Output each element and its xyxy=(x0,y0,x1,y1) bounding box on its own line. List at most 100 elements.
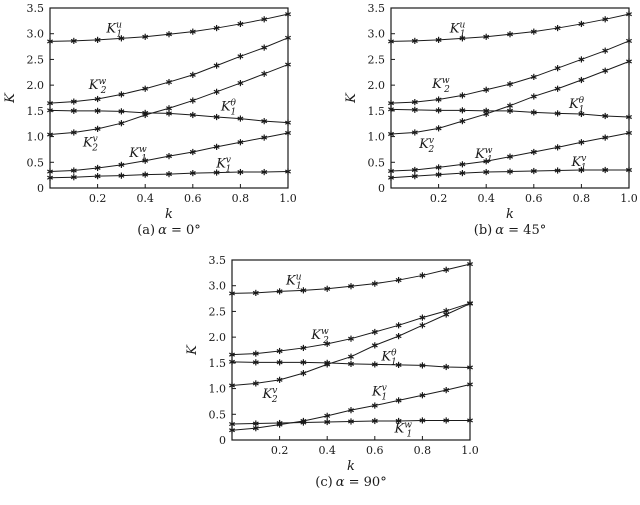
asterisk-marker-icon xyxy=(276,420,283,426)
x-tick-label: 0.2 xyxy=(89,192,107,205)
caption-symbol: α xyxy=(335,475,345,490)
x-tick-label: 0.8 xyxy=(573,192,591,205)
y-tick-label: 3.5 xyxy=(209,254,227,267)
series-label-K1v: Kv 1 xyxy=(371,384,387,403)
y-axis-label: K xyxy=(3,92,18,104)
series-label-K1v: Kv 1 xyxy=(570,154,586,173)
series-line xyxy=(49,64,289,136)
asterisk-marker-icon xyxy=(554,145,561,150)
x-tick-label: 1.0 xyxy=(279,192,297,205)
series-label-K1w: Kw 1 xyxy=(474,146,493,165)
x-tick-label: 1.0 xyxy=(620,192,638,205)
asterisk-marker-icon xyxy=(324,286,331,291)
asterisk-marker-icon xyxy=(578,111,585,117)
chart-a: 0.2 0.4 0.6 0.8 1.0 0 0.5 1.0 1.5 2.0 2.5 3.0 3.5 k K K… xyxy=(0,2,300,248)
series-label-K2w: Kw 2 xyxy=(88,77,107,96)
asterisk-marker-icon xyxy=(443,388,450,393)
asterisk-marker-icon xyxy=(371,329,378,335)
asterisk-marker-icon xyxy=(213,114,220,120)
asterisk-marker-icon xyxy=(237,54,244,59)
series-label-K1w: Kw 1 xyxy=(394,421,413,440)
x-tick-label: 0.4 xyxy=(318,444,336,457)
asterisk-marker-icon xyxy=(395,334,402,339)
asterisk-marker-icon xyxy=(443,308,450,313)
asterisk-marker-icon xyxy=(70,175,77,180)
asterisk-marker-icon xyxy=(371,418,378,424)
x-tick-label: 0.8 xyxy=(414,444,432,457)
asterisk-marker-icon xyxy=(530,94,537,99)
y-tick-label: 1.0 xyxy=(27,131,45,144)
series-K1u: Ku 1 xyxy=(388,11,632,45)
plot-c: 0.2 0.4 0.6 0.8 1.0 0 0.5 1.0 1.5 2.0 2.5 3.0 3.5 k K K… xyxy=(185,254,479,474)
asterisk-marker-icon xyxy=(285,35,291,40)
asterisk-marker-icon xyxy=(443,267,450,272)
asterisk-marker-icon xyxy=(459,162,466,167)
series-K2w: Kw 2 xyxy=(388,37,632,107)
asterisk-marker-icon xyxy=(419,315,426,320)
caption-value: = 0° xyxy=(171,223,201,238)
plot-b: 0.2 0.4 0.6 0.8 1.0 0 0.5 1.0 1.5 2.0 2.5 3.0 3.5 k K K… xyxy=(344,2,638,222)
asterisk-marker-icon xyxy=(459,93,466,98)
asterisk-marker-icon xyxy=(118,121,125,126)
series-label-K2v: Kv 2 xyxy=(82,135,98,154)
asterisk-marker-icon xyxy=(47,101,53,106)
asterisk-marker-icon xyxy=(530,74,537,79)
series-label-K1w: Kw 1 xyxy=(128,145,147,164)
y-tick-label: 1.5 xyxy=(27,105,45,118)
plot-box xyxy=(49,7,289,189)
y-tick-label: 2.0 xyxy=(209,331,227,344)
asterisk-marker-icon xyxy=(371,281,378,286)
asterisk-marker-icon xyxy=(459,36,466,41)
y-tick-label: 0.5 xyxy=(209,408,227,421)
asterisk-marker-icon xyxy=(70,38,77,43)
asterisk-marker-icon xyxy=(142,86,149,91)
asterisk-marker-icon xyxy=(411,100,418,105)
asterisk-marker-icon xyxy=(189,112,196,118)
asterisk-marker-icon xyxy=(252,290,259,295)
series-label-K1theta: Kθ 1 xyxy=(568,96,585,115)
series-label-K2v: Kv 2 xyxy=(418,136,434,155)
asterisk-marker-icon xyxy=(348,419,354,424)
asterisk-marker-icon xyxy=(285,62,291,67)
asterisk-marker-icon xyxy=(229,291,235,296)
asterisk-marker-icon xyxy=(554,168,561,173)
asterisk-marker-icon xyxy=(324,413,331,418)
asterisk-marker-icon xyxy=(324,419,331,425)
y-tick-label: 0.5 xyxy=(27,156,45,169)
series-label-K1u: Ku 1 xyxy=(285,273,302,292)
asterisk-marker-icon xyxy=(419,393,426,398)
asterisk-marker-icon xyxy=(467,301,473,306)
chart-a-caption: (a) α = 0° xyxy=(19,223,319,238)
x-tick-label: 0.6 xyxy=(366,444,384,457)
series-K2w: Kw 2 xyxy=(229,300,473,358)
series-label-K1theta: Kθ 1 xyxy=(220,99,237,118)
y-tick-label: 2.5 xyxy=(209,305,227,318)
asterisk-marker-icon xyxy=(483,159,490,164)
asterisk-marker-icon xyxy=(70,108,77,113)
y-tick-label: 3.5 xyxy=(368,2,386,15)
x-axis-label: k xyxy=(506,207,514,222)
asterisk-marker-icon xyxy=(507,108,513,113)
asterisk-marker-icon xyxy=(411,38,418,43)
asterisk-marker-icon xyxy=(252,360,259,365)
asterisk-marker-icon xyxy=(229,383,235,388)
asterisk-marker-icon xyxy=(118,36,125,41)
asterisk-marker-icon xyxy=(602,68,609,73)
asterisk-marker-icon xyxy=(388,107,394,112)
asterisk-marker-icon xyxy=(578,77,585,83)
asterisk-marker-icon xyxy=(285,12,291,17)
asterisk-marker-icon xyxy=(507,154,513,159)
chart-c-canvas: 0.2 0.4 0.6 0.8 1.0 0 0.5 1.0 1.5 2.0 2.5 3.0 3.5 k K K… xyxy=(185,254,479,474)
y-tick-label: 2.0 xyxy=(368,79,386,92)
asterisk-marker-icon xyxy=(94,174,101,179)
plot-box xyxy=(390,7,630,189)
series-line xyxy=(231,303,471,386)
asterisk-marker-icon xyxy=(626,12,632,17)
asterisk-marker-icon xyxy=(261,119,268,124)
asterisk-marker-icon xyxy=(324,360,331,365)
asterisk-marker-icon xyxy=(252,421,259,426)
series-line xyxy=(49,37,289,104)
series-label-K2w: Kw 2 xyxy=(431,76,450,95)
asterisk-marker-icon xyxy=(602,17,609,22)
x-tick-label: 1.0 xyxy=(461,444,479,457)
